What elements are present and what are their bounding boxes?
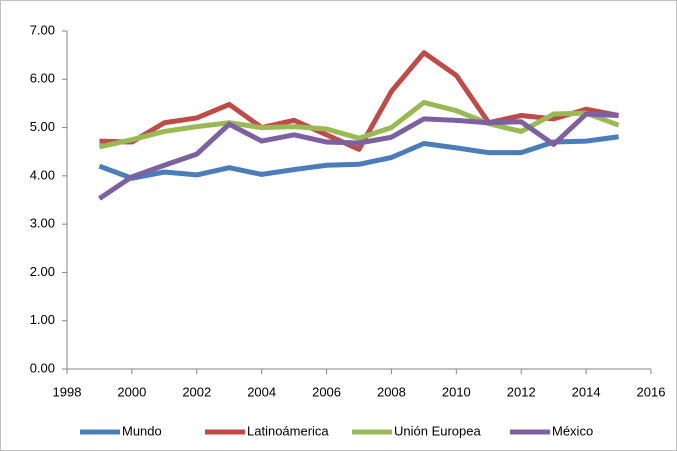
series-line (98, 134, 619, 181)
y-tick-label: 0.00 (30, 360, 55, 375)
x-tick-label: 2012 (507, 384, 536, 399)
x-tick-label: 1998 (53, 384, 82, 399)
legend-label: Mundo (122, 423, 162, 438)
y-tick-label: 6.00 (30, 71, 55, 86)
x-tick-label: 2000 (117, 384, 146, 399)
y-tick-label: 4.00 (30, 167, 55, 182)
legend-label: Latinoámerica (247, 423, 329, 438)
x-tick-label: 2016 (637, 384, 666, 399)
series-line (98, 99, 620, 150)
series-line (99, 50, 620, 152)
y-tick-label: 3.00 (30, 216, 55, 231)
x-tick-label: 2004 (247, 384, 276, 399)
y-tick-label: 2.00 (30, 264, 55, 279)
y-tick-label: 5.00 (30, 119, 55, 134)
y-tick-label: 7.00 (30, 22, 55, 37)
x-tick-label: 2006 (312, 384, 341, 399)
x-tick-label: 2008 (377, 384, 406, 399)
legend-label: México (552, 423, 593, 438)
x-tick-label: 2002 (182, 384, 211, 399)
legend-label: Unión Europea (394, 423, 481, 438)
x-tick-label: 2014 (572, 384, 601, 399)
y-tick-label: 1.00 (30, 312, 55, 327)
x-tick-label: 2010 (442, 384, 471, 399)
series-line (98, 111, 619, 201)
